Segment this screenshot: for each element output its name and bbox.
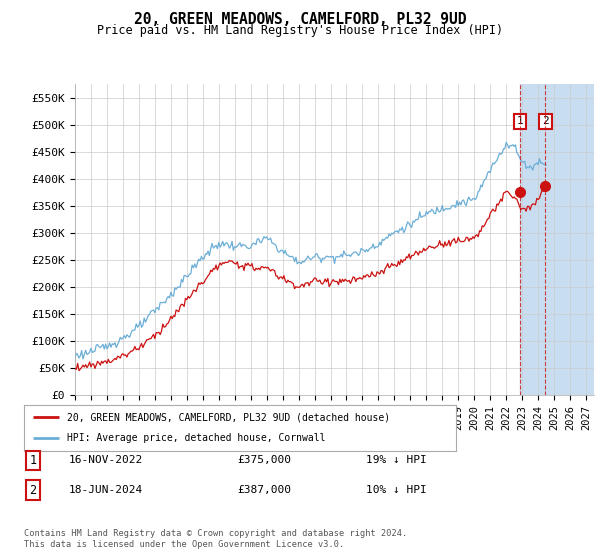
Text: £387,000: £387,000 bbox=[237, 485, 291, 495]
Text: 20, GREEN MEADOWS, CAMELFORD, PL32 9UD: 20, GREEN MEADOWS, CAMELFORD, PL32 9UD bbox=[134, 12, 466, 27]
Text: 20, GREEN MEADOWS, CAMELFORD, PL32 9UD (detached house): 20, GREEN MEADOWS, CAMELFORD, PL32 9UD (… bbox=[67, 412, 391, 422]
Text: 18-JUN-2024: 18-JUN-2024 bbox=[69, 485, 143, 495]
Text: 10% ↓ HPI: 10% ↓ HPI bbox=[366, 485, 427, 495]
Bar bbox=[545, 84, 600, 395]
Text: 19% ↓ HPI: 19% ↓ HPI bbox=[366, 455, 427, 465]
Text: 2: 2 bbox=[29, 483, 37, 497]
Text: HPI: Average price, detached house, Cornwall: HPI: Average price, detached house, Corn… bbox=[67, 433, 326, 444]
Text: 1: 1 bbox=[517, 116, 524, 127]
Bar bbox=[520, 84, 545, 395]
Text: Price paid vs. HM Land Registry's House Price Index (HPI): Price paid vs. HM Land Registry's House … bbox=[97, 24, 503, 36]
Text: 2: 2 bbox=[542, 116, 549, 127]
Text: £375,000: £375,000 bbox=[237, 455, 291, 465]
Text: 1: 1 bbox=[29, 454, 37, 467]
Text: 16-NOV-2022: 16-NOV-2022 bbox=[69, 455, 143, 465]
Text: Contains HM Land Registry data © Crown copyright and database right 2024.
This d: Contains HM Land Registry data © Crown c… bbox=[24, 529, 407, 549]
